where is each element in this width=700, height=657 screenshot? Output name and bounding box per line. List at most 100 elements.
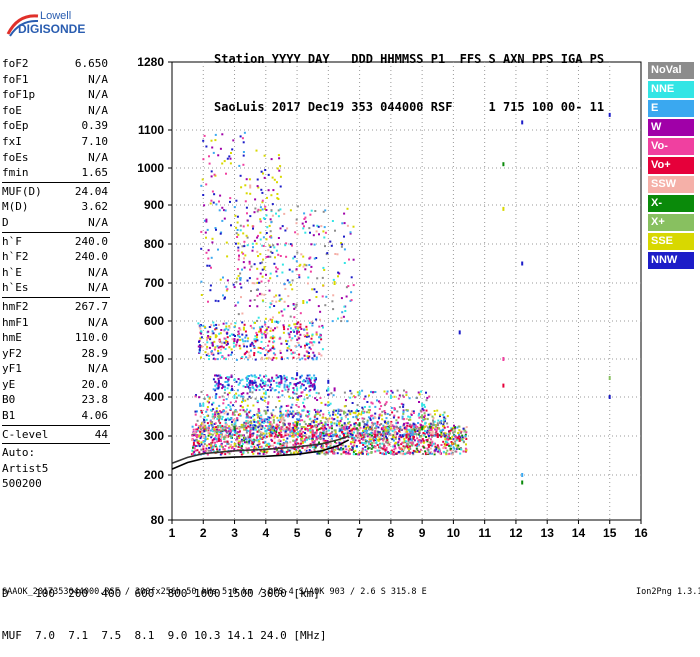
echo-pixel bbox=[221, 425, 224, 428]
echo-pixel bbox=[393, 428, 396, 431]
data-point bbox=[296, 422, 299, 427]
echo-pixel bbox=[275, 249, 278, 252]
echo-pixel bbox=[203, 219, 206, 222]
echo-pixel bbox=[423, 418, 426, 421]
legend-item-ssw: SSW bbox=[648, 176, 694, 193]
echo-pixel bbox=[378, 449, 381, 452]
echo-pixel bbox=[285, 343, 288, 345]
echo-pixel bbox=[280, 310, 283, 313]
echo-pixel bbox=[268, 340, 271, 343]
echo-pixel bbox=[331, 434, 334, 436]
echo-pixel bbox=[278, 337, 281, 340]
echo-pixel bbox=[232, 333, 235, 336]
echo-pixel bbox=[349, 232, 352, 235]
echo-pixel bbox=[250, 439, 253, 442]
echo-pixel bbox=[277, 452, 280, 455]
echo-pixel bbox=[220, 428, 222, 430]
echo-pixel bbox=[223, 436, 225, 439]
echo-pixel bbox=[249, 324, 252, 327]
echo-pixel bbox=[326, 442, 329, 445]
echo-pixel bbox=[442, 423, 445, 426]
echo-pixel bbox=[283, 212, 286, 215]
echo-pixel bbox=[426, 429, 429, 432]
echo-pixel bbox=[322, 437, 325, 440]
param-name: B0 bbox=[2, 393, 16, 407]
echo-pixel bbox=[219, 278, 222, 281]
echo-pixel bbox=[230, 224, 232, 227]
echo-pixel bbox=[418, 450, 421, 453]
echo-pixel bbox=[313, 388, 316, 391]
echo-pixel bbox=[405, 409, 408, 411]
echo-pixel bbox=[300, 374, 303, 377]
param-row: foF2 6.650 bbox=[2, 56, 110, 72]
echo-pixel bbox=[258, 422, 261, 425]
echo-pixel bbox=[332, 394, 335, 397]
echo-pixel bbox=[285, 450, 288, 453]
echo-pixel bbox=[229, 405, 232, 408]
echo-pixel bbox=[200, 443, 203, 446]
echo-pixel bbox=[217, 426, 220, 429]
echo-pixel bbox=[247, 447, 250, 450]
echo-pixel bbox=[210, 324, 213, 327]
echo-pixel bbox=[332, 435, 335, 438]
echo-pixel bbox=[378, 416, 381, 419]
echo-pixel bbox=[261, 261, 264, 264]
echo-pixel bbox=[263, 383, 266, 385]
x-tick-label: 13 bbox=[541, 526, 555, 540]
echo-pixel bbox=[208, 264, 211, 267]
echo-pixel bbox=[354, 396, 356, 399]
echo-pixel bbox=[364, 427, 367, 430]
echo-pixel bbox=[208, 443, 211, 446]
param-separator bbox=[2, 181, 110, 183]
echo-pixel bbox=[263, 434, 266, 437]
echo-pixel bbox=[228, 155, 231, 158]
param-separator bbox=[2, 296, 110, 298]
echo-pixel bbox=[250, 374, 253, 377]
param-separator bbox=[2, 443, 110, 445]
echo-pixel bbox=[224, 440, 227, 443]
echo-pixel bbox=[343, 235, 345, 238]
echo-pixel bbox=[429, 441, 432, 444]
echo-pixel bbox=[348, 258, 350, 261]
echo-pixel bbox=[321, 444, 323, 447]
echo-pixel bbox=[259, 218, 262, 221]
param-value: N/A bbox=[88, 315, 108, 329]
echo-pixel bbox=[361, 436, 364, 439]
echo-pixel bbox=[331, 300, 334, 303]
param-row: foE N/A bbox=[2, 103, 110, 119]
echo-pixel bbox=[286, 385, 289, 388]
echo-pixel bbox=[371, 424, 374, 427]
echo-pixel bbox=[278, 428, 281, 431]
echo-pixel bbox=[326, 440, 329, 442]
echo-pixel bbox=[292, 429, 295, 432]
echo-pixel bbox=[452, 431, 455, 434]
echo-pixel bbox=[257, 208, 260, 211]
echo-pixel bbox=[320, 354, 323, 357]
echo-pixel bbox=[252, 428, 255, 431]
echo-pixel bbox=[245, 420, 248, 422]
echo-pixel bbox=[302, 441, 305, 444]
echo-pixel bbox=[299, 375, 302, 378]
echo-pixel bbox=[416, 437, 419, 440]
echo-pixel bbox=[307, 428, 310, 431]
echo-pixel bbox=[430, 451, 432, 454]
echo-pixel bbox=[330, 424, 333, 427]
echo-pixel bbox=[377, 438, 379, 441]
echo-pixel bbox=[305, 436, 308, 439]
echo-pixel bbox=[431, 452, 433, 455]
echo-pixel bbox=[378, 414, 381, 416]
echo-pixel bbox=[226, 279, 229, 282]
param-row: h`E N/A bbox=[2, 265, 110, 281]
echo-pixel bbox=[238, 255, 240, 258]
echo-pixel bbox=[377, 426, 380, 429]
echo-pixel bbox=[218, 332, 221, 335]
echo-pixel bbox=[427, 443, 430, 446]
echo-pixel bbox=[269, 218, 272, 221]
echo-pixel bbox=[319, 422, 322, 425]
echo-pixel bbox=[274, 320, 277, 323]
echo-pixel bbox=[212, 450, 215, 452]
echo-pixel bbox=[269, 235, 272, 238]
echo-pixel bbox=[367, 442, 370, 445]
echo-pixel bbox=[272, 335, 275, 338]
echo-pixel bbox=[319, 334, 322, 337]
